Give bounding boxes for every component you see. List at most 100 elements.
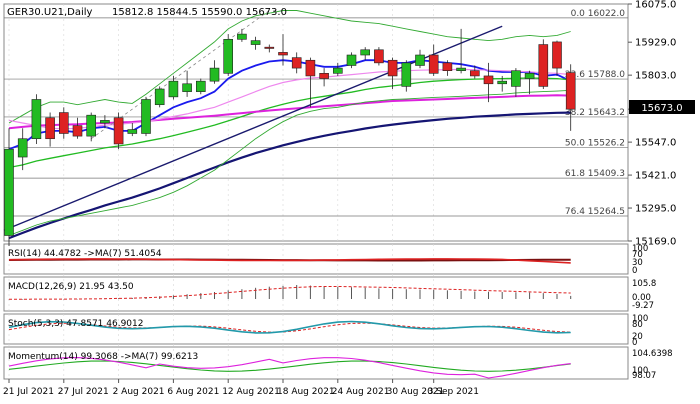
candle-bearish xyxy=(278,52,288,56)
symbol-label: GER30.U21,Daily xyxy=(7,7,93,18)
price-axis: 16075.0 15929.0 15803.0 15547.0 15421.0 15295… xyxy=(628,0,676,248)
candle-bearish xyxy=(483,75,494,85)
date-label: 30 Aug 2021 xyxy=(387,387,445,397)
date-axis: 21 Jul 2021 27 Jul 2021 2 Aug 2021 6 Aug 20… xyxy=(3,379,479,397)
candle-bullish xyxy=(86,114,96,137)
ma-navy-line xyxy=(8,111,571,240)
candle-bullish xyxy=(250,40,261,45)
fib-label: 50.0 15526.2 xyxy=(565,139,625,149)
momentum-panel-frame xyxy=(3,346,629,380)
candle-bearish xyxy=(264,46,275,49)
date-label: 18 Aug 2021 xyxy=(277,387,335,397)
stoch-level-label: 100 xyxy=(632,314,648,324)
macd-label: MACD(12,26,9) 21.95 43.50 xyxy=(8,282,134,292)
bollinger-lower-line xyxy=(8,89,571,236)
macd-level-label: 0.00 xyxy=(632,293,651,303)
candle-bearish xyxy=(442,62,453,72)
candle-bullish xyxy=(209,67,220,82)
current-price-tag xyxy=(629,100,695,114)
candle-bullish xyxy=(346,54,357,66)
momentum-level-label: 98.07 xyxy=(632,371,656,381)
candle-bearish xyxy=(552,41,562,69)
price-tick-label: 15547.0 xyxy=(635,138,676,149)
macd-level-label: 105.8 xyxy=(632,279,656,289)
price-tick-label: 15295.0 xyxy=(635,204,676,215)
ma-green-line xyxy=(8,77,571,169)
momentum-label: Momentum(14) 99.3068 ->MA(7) 99.6213 xyxy=(8,352,198,362)
rsi-level-label: 70 xyxy=(632,250,643,260)
stoch-label: Stoch(5,3,3) 47.8571 46.9012 xyxy=(8,319,143,329)
candle-bullish xyxy=(17,138,28,158)
candle-bullish xyxy=(237,33,247,40)
fib-label: 61.8 15409.3 xyxy=(565,169,625,179)
rsi-level-label: 0 xyxy=(632,266,637,276)
candle-bullish xyxy=(401,62,412,87)
date-label: 2 Aug 2021 xyxy=(113,387,165,397)
candle-bullish xyxy=(223,39,233,74)
momentum-ma-line xyxy=(8,360,571,372)
stoch-level-label: 80 xyxy=(632,320,643,330)
indicator-panels: 10070300105.80.00-9.2710080200104.639810… xyxy=(8,244,673,381)
momentum-line xyxy=(8,357,571,379)
candle-bullish xyxy=(127,129,138,134)
candle-bullish xyxy=(524,73,535,79)
date-label: 24 Aug 2021 xyxy=(332,387,390,397)
rsi-label: RSI(14) 44.4782 ->MA(7) 51.4054 xyxy=(8,249,162,259)
fib-anchor-line xyxy=(90,10,270,140)
candle-bullish xyxy=(497,80,508,85)
candle-bullish xyxy=(141,99,151,134)
stoch-level-label: 0 xyxy=(632,338,637,348)
date-label: 6 Aug 2021 xyxy=(167,387,219,397)
fibonacci-levels: 0.0 16022.0 23.6 15788.0 38.2 15643.2 50.0 … xyxy=(4,9,628,217)
candle-bearish xyxy=(374,49,384,64)
fib-label: 38.2 15643.2 xyxy=(565,108,625,118)
candle-bullish xyxy=(31,99,42,140)
rsi-level-label: 30 xyxy=(632,258,643,268)
candle-bullish xyxy=(456,67,466,72)
ma-blue-line xyxy=(8,59,572,151)
macd-signal-line xyxy=(9,286,571,300)
candle-bullish xyxy=(168,80,179,98)
candle-bullish xyxy=(154,88,165,106)
candle-bearish xyxy=(72,125,83,137)
candle-bearish xyxy=(58,112,69,134)
date-label: 27 Jul 2021 xyxy=(58,387,109,397)
price-tick-label: 15803.0 xyxy=(635,71,676,82)
fib-label: 76.4 15264.5 xyxy=(565,207,625,217)
date-label: 21 Jul 2021 xyxy=(3,387,54,397)
candle-bullish xyxy=(360,49,371,56)
candle-bullish xyxy=(511,70,521,87)
candle-bearish xyxy=(291,57,302,69)
candle-bearish xyxy=(319,73,329,79)
macd-panel-frame xyxy=(3,276,629,312)
candle-bearish xyxy=(305,59,316,77)
candle-bearish xyxy=(469,70,480,77)
candle-bearish xyxy=(387,59,398,77)
current-price-label: 15673.0 xyxy=(641,103,682,114)
rsi-level-label: 100 xyxy=(632,244,648,254)
candle-bullish xyxy=(196,80,206,92)
rsi-line xyxy=(8,258,571,264)
momentum-level-label: 104.6398 xyxy=(632,349,673,359)
stoch-level-label: 20 xyxy=(632,332,643,342)
macd-level-label: -9.27 xyxy=(632,301,654,311)
fib-label: 0.0 16022.0 xyxy=(571,9,626,19)
date-label: 3 Sep 2021 xyxy=(428,387,479,397)
stoch-d-line xyxy=(8,322,571,333)
candle-bearish xyxy=(565,72,576,110)
price-tick-label: 15421.0 xyxy=(635,171,676,182)
fib-label: 23.6 15788.0 xyxy=(565,70,625,80)
candle-bearish xyxy=(113,117,124,145)
candlesticks xyxy=(4,28,576,246)
candle-bearish xyxy=(428,54,439,74)
stoch-k-line xyxy=(8,320,571,334)
price-tick-label: 15169.0 xyxy=(635,237,676,248)
price-tick-label: 16075.0 xyxy=(635,0,676,11)
candle-bullish xyxy=(100,120,110,124)
ma-pink-line xyxy=(8,68,571,130)
ohlc-values: 15812.8 15844.5 15590.0 15673.0 xyxy=(112,7,287,18)
price-tick-label: 15929.0 xyxy=(635,38,676,49)
candle-bearish xyxy=(538,44,549,87)
